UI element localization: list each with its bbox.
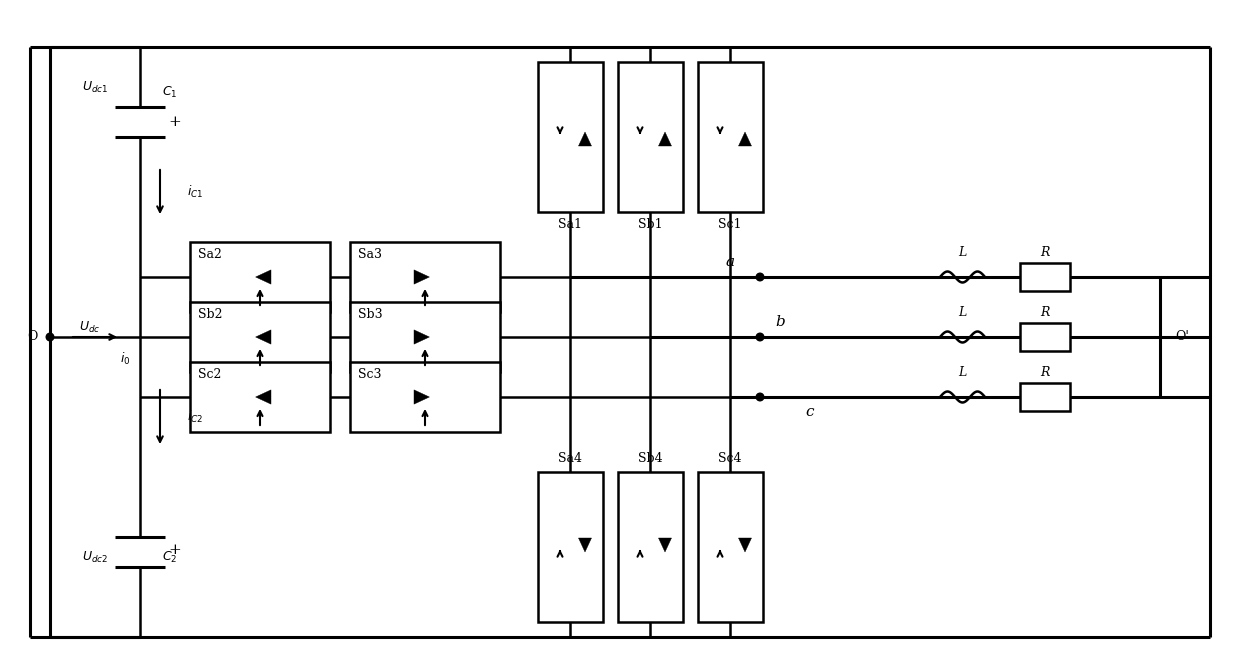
Bar — [697, 472, 763, 622]
Text: $C_1$: $C_1$ — [162, 85, 177, 99]
Polygon shape — [739, 538, 751, 552]
Text: $i_{C1}$: $i_{C1}$ — [187, 184, 203, 200]
Bar — [537, 62, 603, 212]
Text: L: L — [957, 305, 966, 319]
Polygon shape — [255, 390, 272, 404]
Text: $U_{dc1}$: $U_{dc1}$ — [82, 79, 108, 95]
Polygon shape — [255, 270, 272, 284]
Text: +: + — [169, 115, 181, 129]
Text: a: a — [725, 255, 734, 269]
Text: L: L — [957, 366, 966, 378]
Text: Sc3: Sc3 — [358, 368, 382, 380]
Text: R: R — [1040, 245, 1050, 259]
Text: c: c — [806, 405, 815, 419]
Text: $i_0$: $i_0$ — [120, 351, 130, 367]
Bar — [350, 302, 500, 372]
Text: Sc2: Sc2 — [198, 368, 222, 380]
Text: Sc4: Sc4 — [718, 452, 742, 466]
Bar — [190, 302, 330, 372]
Text: O': O' — [1176, 331, 1189, 344]
Bar — [190, 362, 330, 432]
Polygon shape — [255, 330, 272, 344]
Text: Sb3: Sb3 — [358, 307, 383, 321]
Text: $U_{dc}$: $U_{dc}$ — [79, 319, 100, 335]
Text: $C_2$: $C_2$ — [162, 550, 177, 564]
Polygon shape — [658, 132, 672, 146]
Text: Sb1: Sb1 — [637, 219, 662, 231]
Text: O: O — [27, 331, 38, 344]
Text: Sb4: Sb4 — [637, 452, 662, 466]
Text: $i_{C2}$: $i_{C2}$ — [187, 409, 203, 425]
Text: Sc1: Sc1 — [718, 219, 742, 231]
Circle shape — [756, 334, 764, 341]
Polygon shape — [414, 270, 429, 284]
Text: b: b — [775, 315, 785, 329]
Polygon shape — [579, 132, 591, 146]
Circle shape — [756, 394, 764, 401]
Text: R: R — [1040, 305, 1050, 319]
Bar — [350, 242, 500, 312]
Bar — [1021, 383, 1070, 411]
Text: Sa2: Sa2 — [198, 247, 222, 261]
Bar — [537, 472, 603, 622]
Text: Sa1: Sa1 — [558, 219, 582, 231]
Bar — [190, 242, 330, 312]
Bar — [350, 362, 500, 432]
Bar — [1021, 323, 1070, 351]
Text: R: R — [1040, 366, 1050, 378]
Text: Sa4: Sa4 — [558, 452, 582, 466]
Bar — [697, 62, 763, 212]
Text: Sa3: Sa3 — [358, 247, 382, 261]
Bar — [618, 62, 682, 212]
Polygon shape — [579, 538, 591, 552]
Polygon shape — [658, 538, 672, 552]
Text: +: + — [169, 543, 181, 557]
Bar — [618, 472, 682, 622]
Bar — [1021, 263, 1070, 291]
Text: L: L — [957, 245, 966, 259]
Circle shape — [756, 273, 764, 281]
Circle shape — [46, 334, 53, 341]
Polygon shape — [414, 330, 429, 344]
Text: Sb2: Sb2 — [198, 307, 222, 321]
Text: $U_{dc2}$: $U_{dc2}$ — [82, 550, 108, 564]
Polygon shape — [414, 390, 429, 404]
Polygon shape — [739, 132, 751, 146]
